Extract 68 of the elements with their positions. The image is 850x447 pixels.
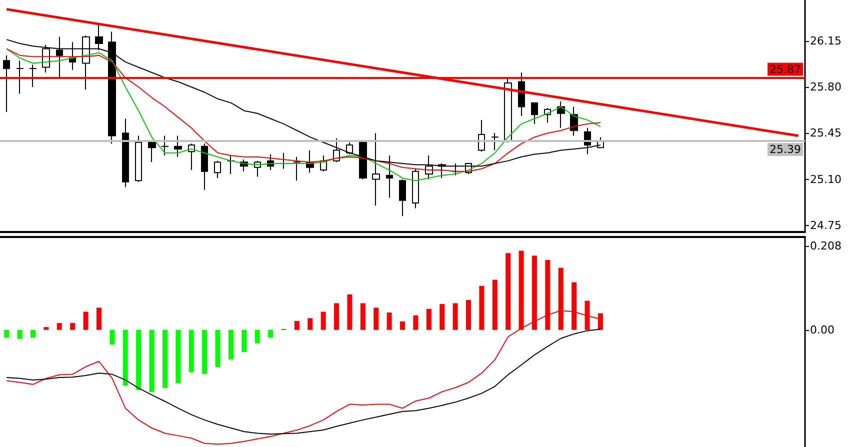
bar — [162, 330, 168, 388]
bar — [479, 286, 484, 330]
candlestick — [333, 138, 340, 163]
bar — [136, 330, 142, 390]
bar — [308, 318, 313, 330]
bar — [334, 303, 340, 330]
bar — [294, 321, 300, 330]
bar — [466, 300, 471, 330]
bar — [400, 321, 405, 330]
candlestick — [122, 118, 129, 188]
bar — [492, 280, 498, 330]
candlestick — [3, 54, 10, 113]
bar — [374, 308, 379, 330]
candlestick — [69, 42, 76, 70]
bar — [506, 253, 511, 330]
bar — [254, 330, 260, 344]
bar — [242, 330, 247, 352]
bar — [360, 303, 366, 330]
bar — [386, 312, 392, 330]
candlestick — [518, 72, 525, 116]
candlestick — [504, 77, 512, 142]
bar — [215, 330, 220, 368]
y-tick-label: 0.00 — [810, 323, 834, 336]
line-series — [6, 328, 601, 435]
candlestick — [214, 160, 221, 178]
y-tick-label: 25.10 — [810, 172, 842, 186]
bar — [83, 312, 88, 330]
y-tick-label: 24.75 — [810, 218, 842, 232]
y-tick-label: 25.45 — [810, 126, 842, 140]
candlestick — [293, 156, 301, 182]
bar — [96, 308, 102, 330]
bar — [70, 323, 76, 330]
bar — [452, 303, 458, 330]
bar — [426, 308, 432, 330]
ref-line-label: 25.87 — [770, 62, 801, 76]
bar — [320, 312, 326, 330]
candlestick — [201, 143, 208, 190]
bar — [44, 327, 49, 330]
y-tick-label: 26.15 — [810, 34, 842, 48]
y-tick-label: 0.208 — [810, 239, 842, 252]
candlestick — [29, 64, 37, 88]
bar — [347, 294, 352, 330]
candlestick — [135, 135, 142, 182]
bar — [268, 330, 274, 338]
bar — [30, 330, 36, 338]
bar — [110, 330, 115, 344]
candlestick — [16, 60, 24, 94]
candlestick — [227, 155, 235, 174]
candlestick — [531, 102, 538, 124]
candlestick — [346, 142, 353, 155]
ref-line-label: 25.39 — [770, 143, 801, 156]
bar — [56, 323, 62, 330]
bar — [122, 330, 128, 386]
bar — [202, 330, 208, 374]
bar — [176, 330, 181, 384]
bar — [188, 330, 194, 372]
candlestick — [161, 135, 169, 156]
candlestick — [412, 168, 419, 209]
candlestick — [174, 135, 182, 158]
bar — [228, 330, 234, 360]
bar — [149, 330, 154, 392]
bar — [4, 330, 10, 338]
candlestick — [399, 178, 406, 217]
bar — [440, 304, 445, 330]
bar — [17, 330, 22, 339]
bar — [413, 315, 418, 330]
y-tick-label: 25.80 — [810, 80, 842, 94]
candlestick — [491, 132, 499, 151]
